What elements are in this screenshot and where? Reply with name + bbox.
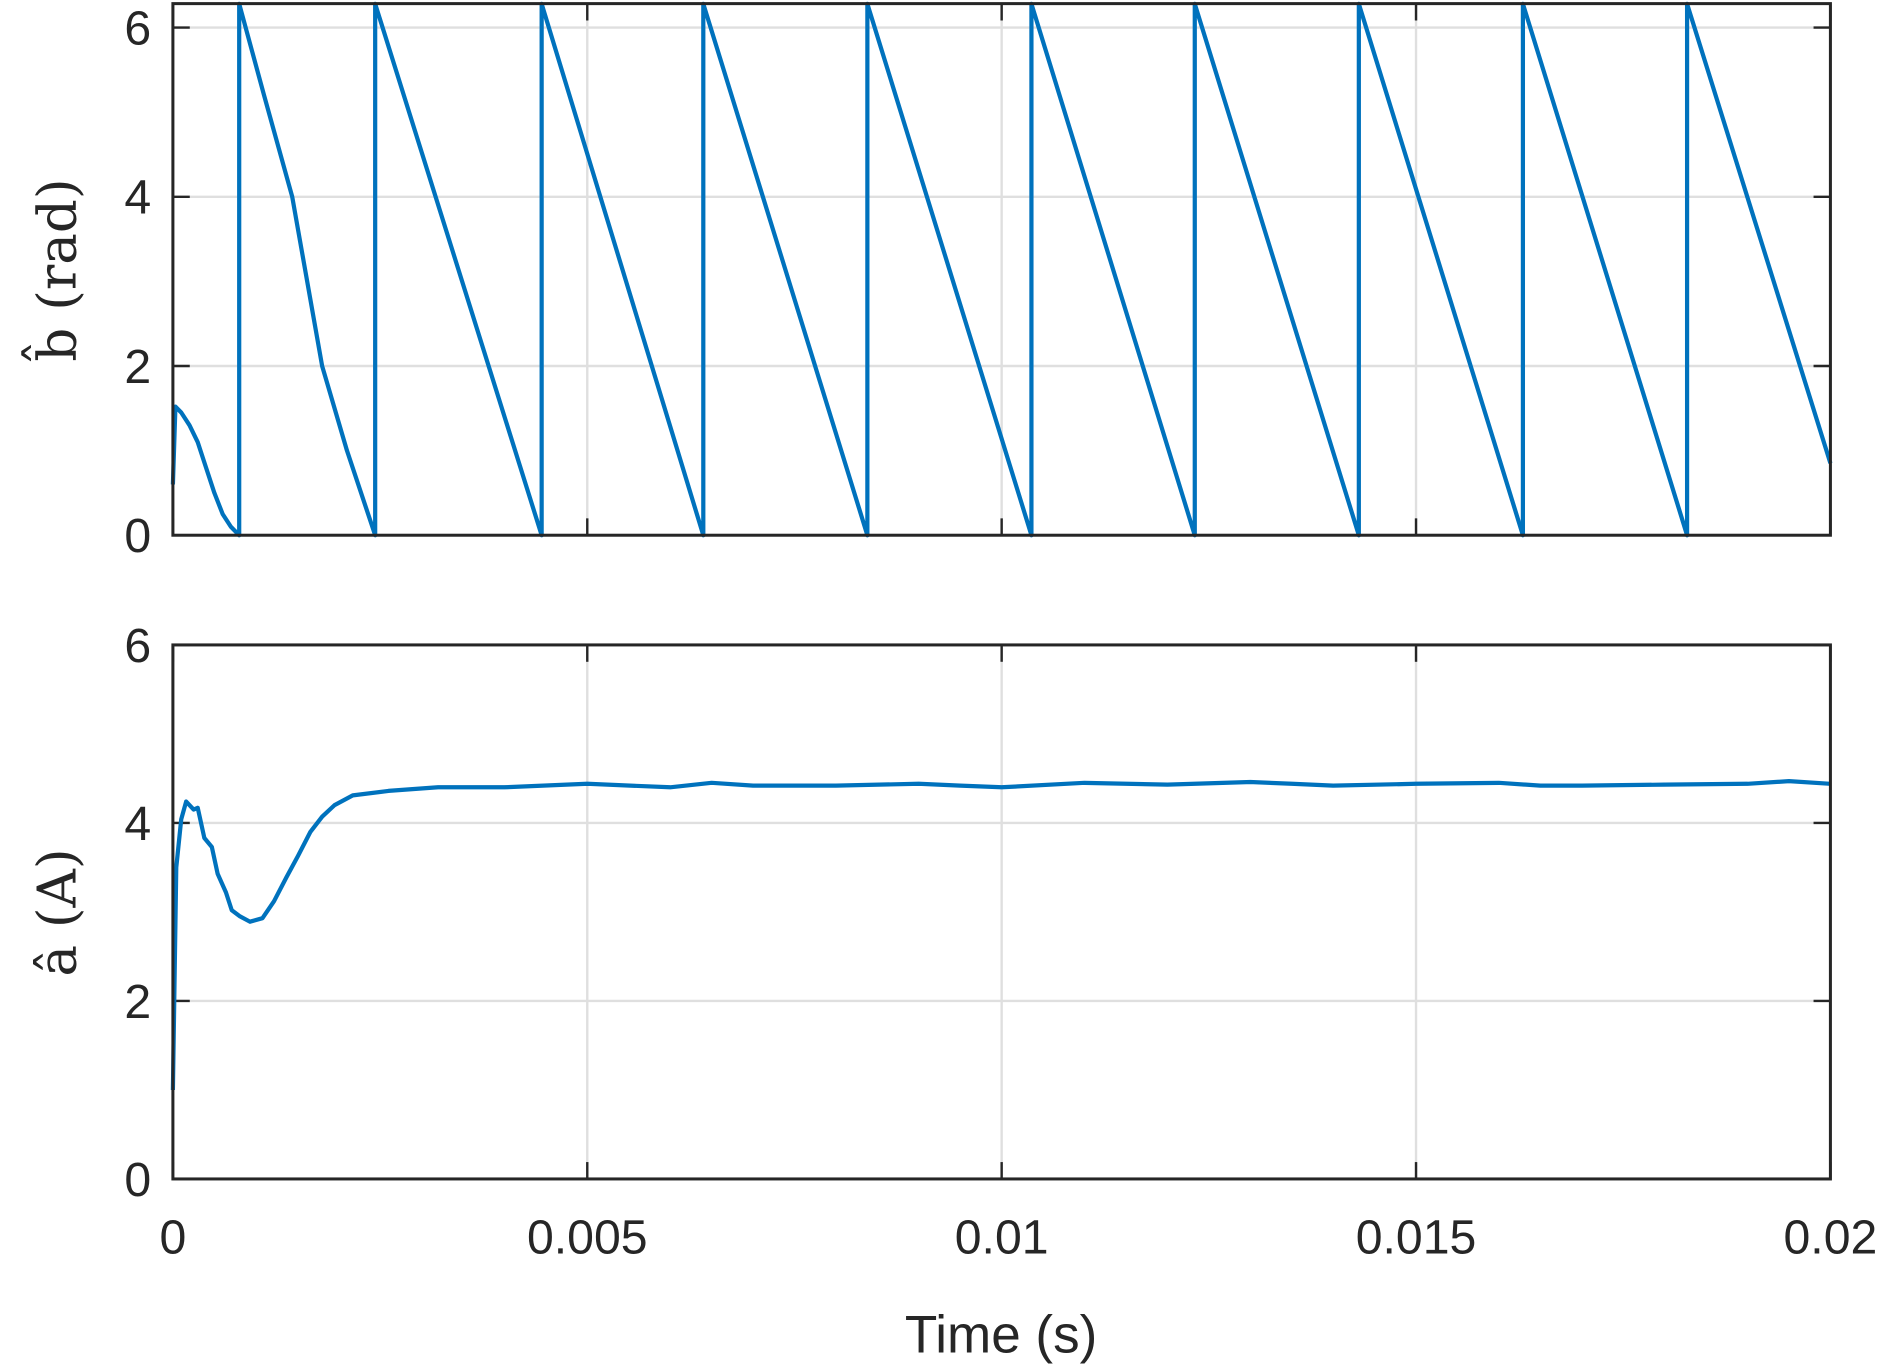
y-tick-label: 2 — [124, 975, 151, 1029]
series-line — [170, 779, 1831, 1091]
y-tick-label: 0 — [124, 509, 151, 563]
y-tick-label: 6 — [124, 1, 151, 55]
x-tick-label: 0.01 — [955, 1211, 1049, 1265]
y-tick-label: 4 — [124, 171, 151, 225]
y-tick-label: 6 — [124, 619, 151, 673]
x-tick-label: 0.015 — [1356, 1211, 1477, 1265]
bottom-y-axis-label: â (A) — [26, 848, 88, 976]
x-tick-label: 0.005 — [527, 1211, 648, 1265]
x-tick-label: 0 — [159, 1211, 186, 1265]
y-tick-label: 2 — [124, 340, 151, 394]
series-line — [170, 1, 1833, 538]
y-tick-label: 4 — [124, 797, 151, 851]
x-axis-label: Time (s) — [905, 1306, 1097, 1365]
top-y-axis-label: b̂ (rad) — [22, 178, 88, 361]
x-tick-label: 0.02 — [1784, 1211, 1878, 1265]
axes-box — [171, 643, 1832, 1181]
top-axes: 0 2 4 6 — [124, 1, 1833, 563]
y-tick-label: 0 — [124, 1153, 151, 1207]
bottom-axes: 0 0.005 0.01 0.015 0.02 0 2 4 6 — [124, 619, 1877, 1265]
axes-box — [171, 2, 1832, 537]
